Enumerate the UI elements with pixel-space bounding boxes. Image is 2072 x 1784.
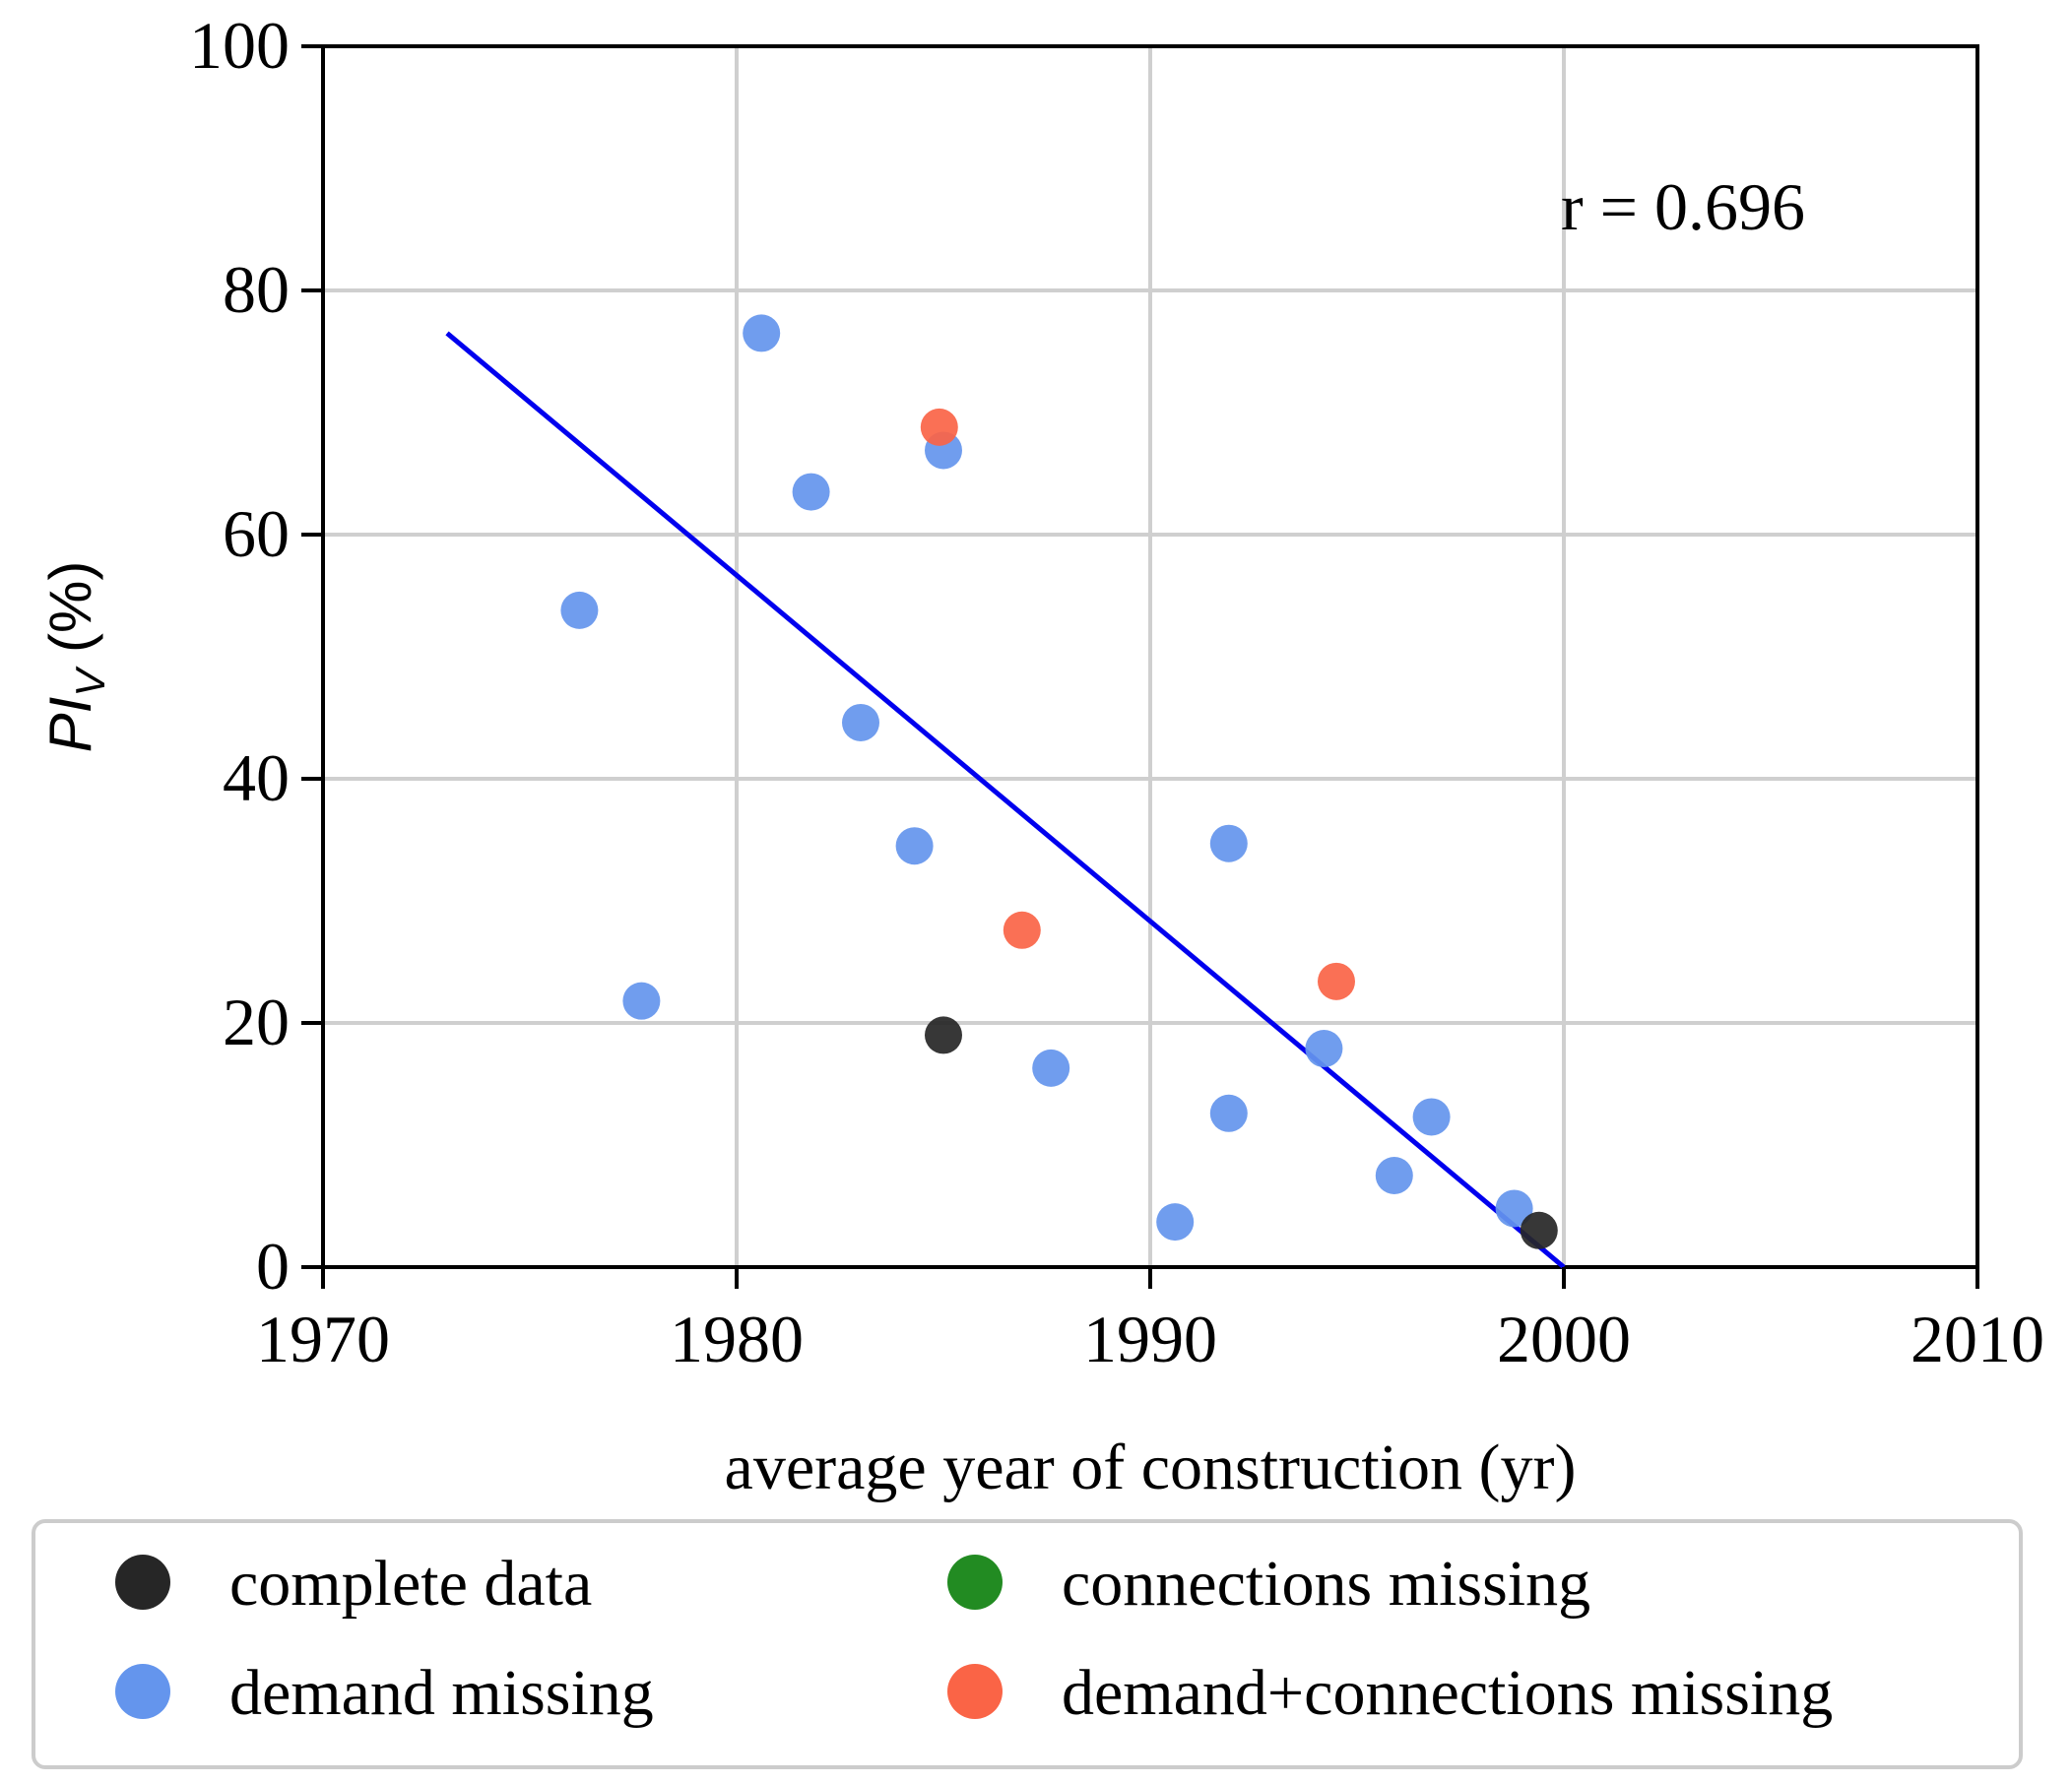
regression-line <box>445 331 1566 1269</box>
regression-line-group <box>445 331 1566 1269</box>
y-axis-label-main: PI <box>37 697 103 753</box>
y-tick-label: 100 <box>189 8 290 83</box>
data-point-demand-connections-missing <box>1003 911 1041 949</box>
y-tick-label: 80 <box>223 252 290 327</box>
data-point-demand-missing <box>1156 1203 1195 1242</box>
correlation-annotation: r = 0.696 <box>1561 169 1805 244</box>
data-point-demand-missing <box>1305 1030 1343 1068</box>
x-tick-label: 2010 <box>1910 1302 2044 1376</box>
y-axis-label: PIV (%) <box>37 561 113 753</box>
y-axis-ticks: 0 20 40 60 80 100 <box>189 8 323 1304</box>
y-axis-label-subscript: V <box>67 666 113 697</box>
x-tick-label: 1980 <box>670 1302 804 1376</box>
data-point-demand-missing <box>743 314 781 352</box>
data-point-complete-data <box>925 1016 962 1054</box>
data-point-demand-missing <box>560 591 599 629</box>
x-axis-label: average year of construction (yr) <box>725 1432 1577 1503</box>
data-point-demand-missing <box>1209 824 1248 862</box>
legend-marker <box>115 1664 170 1719</box>
data-points <box>560 314 1558 1249</box>
y-axis-label-unit: (%) <box>37 561 103 669</box>
data-point-demand-missing <box>1495 1189 1533 1228</box>
legend-label: demand+connections missing <box>1062 1657 1833 1729</box>
x-tick-label: 2000 <box>1497 1302 1631 1376</box>
legend-label: connections missing <box>1062 1548 1590 1620</box>
legend-label: demand missing <box>229 1657 654 1729</box>
x-tick-label: 1970 <box>256 1302 390 1376</box>
data-point-demand-missing <box>1209 1094 1248 1132</box>
y-tick-label: 20 <box>223 985 290 1059</box>
y-tick-label: 0 <box>256 1229 290 1304</box>
data-point-demand-missing <box>1032 1049 1070 1087</box>
data-point-demand-missing <box>842 703 879 741</box>
y-tick-label: 60 <box>223 496 290 571</box>
legend-marker <box>115 1555 170 1610</box>
data-point-demand-missing <box>1412 1098 1451 1136</box>
x-tick-label: 1990 <box>1083 1302 1217 1376</box>
legend: complete data demand missing connections m… <box>115 1548 1833 1729</box>
legend-label: complete data <box>229 1548 592 1620</box>
legend-marker <box>947 1555 1003 1610</box>
data-point-demand-missing <box>792 473 830 511</box>
y-tick-label: 40 <box>223 740 290 815</box>
data-point-complete-data <box>1520 1211 1558 1249</box>
data-point-demand-missing <box>895 827 934 865</box>
data-point-demand-missing <box>1375 1157 1413 1194</box>
data-point-demand-missing <box>622 982 661 1020</box>
legend-box <box>32 1519 2023 1769</box>
data-point-demand-connections-missing <box>920 408 958 446</box>
x-axis-ticks: 1970 1980 1990 2000 2010 <box>256 1267 2044 1376</box>
legend-marker <box>947 1664 1003 1719</box>
data-point-demand-connections-missing <box>1318 962 1355 1000</box>
